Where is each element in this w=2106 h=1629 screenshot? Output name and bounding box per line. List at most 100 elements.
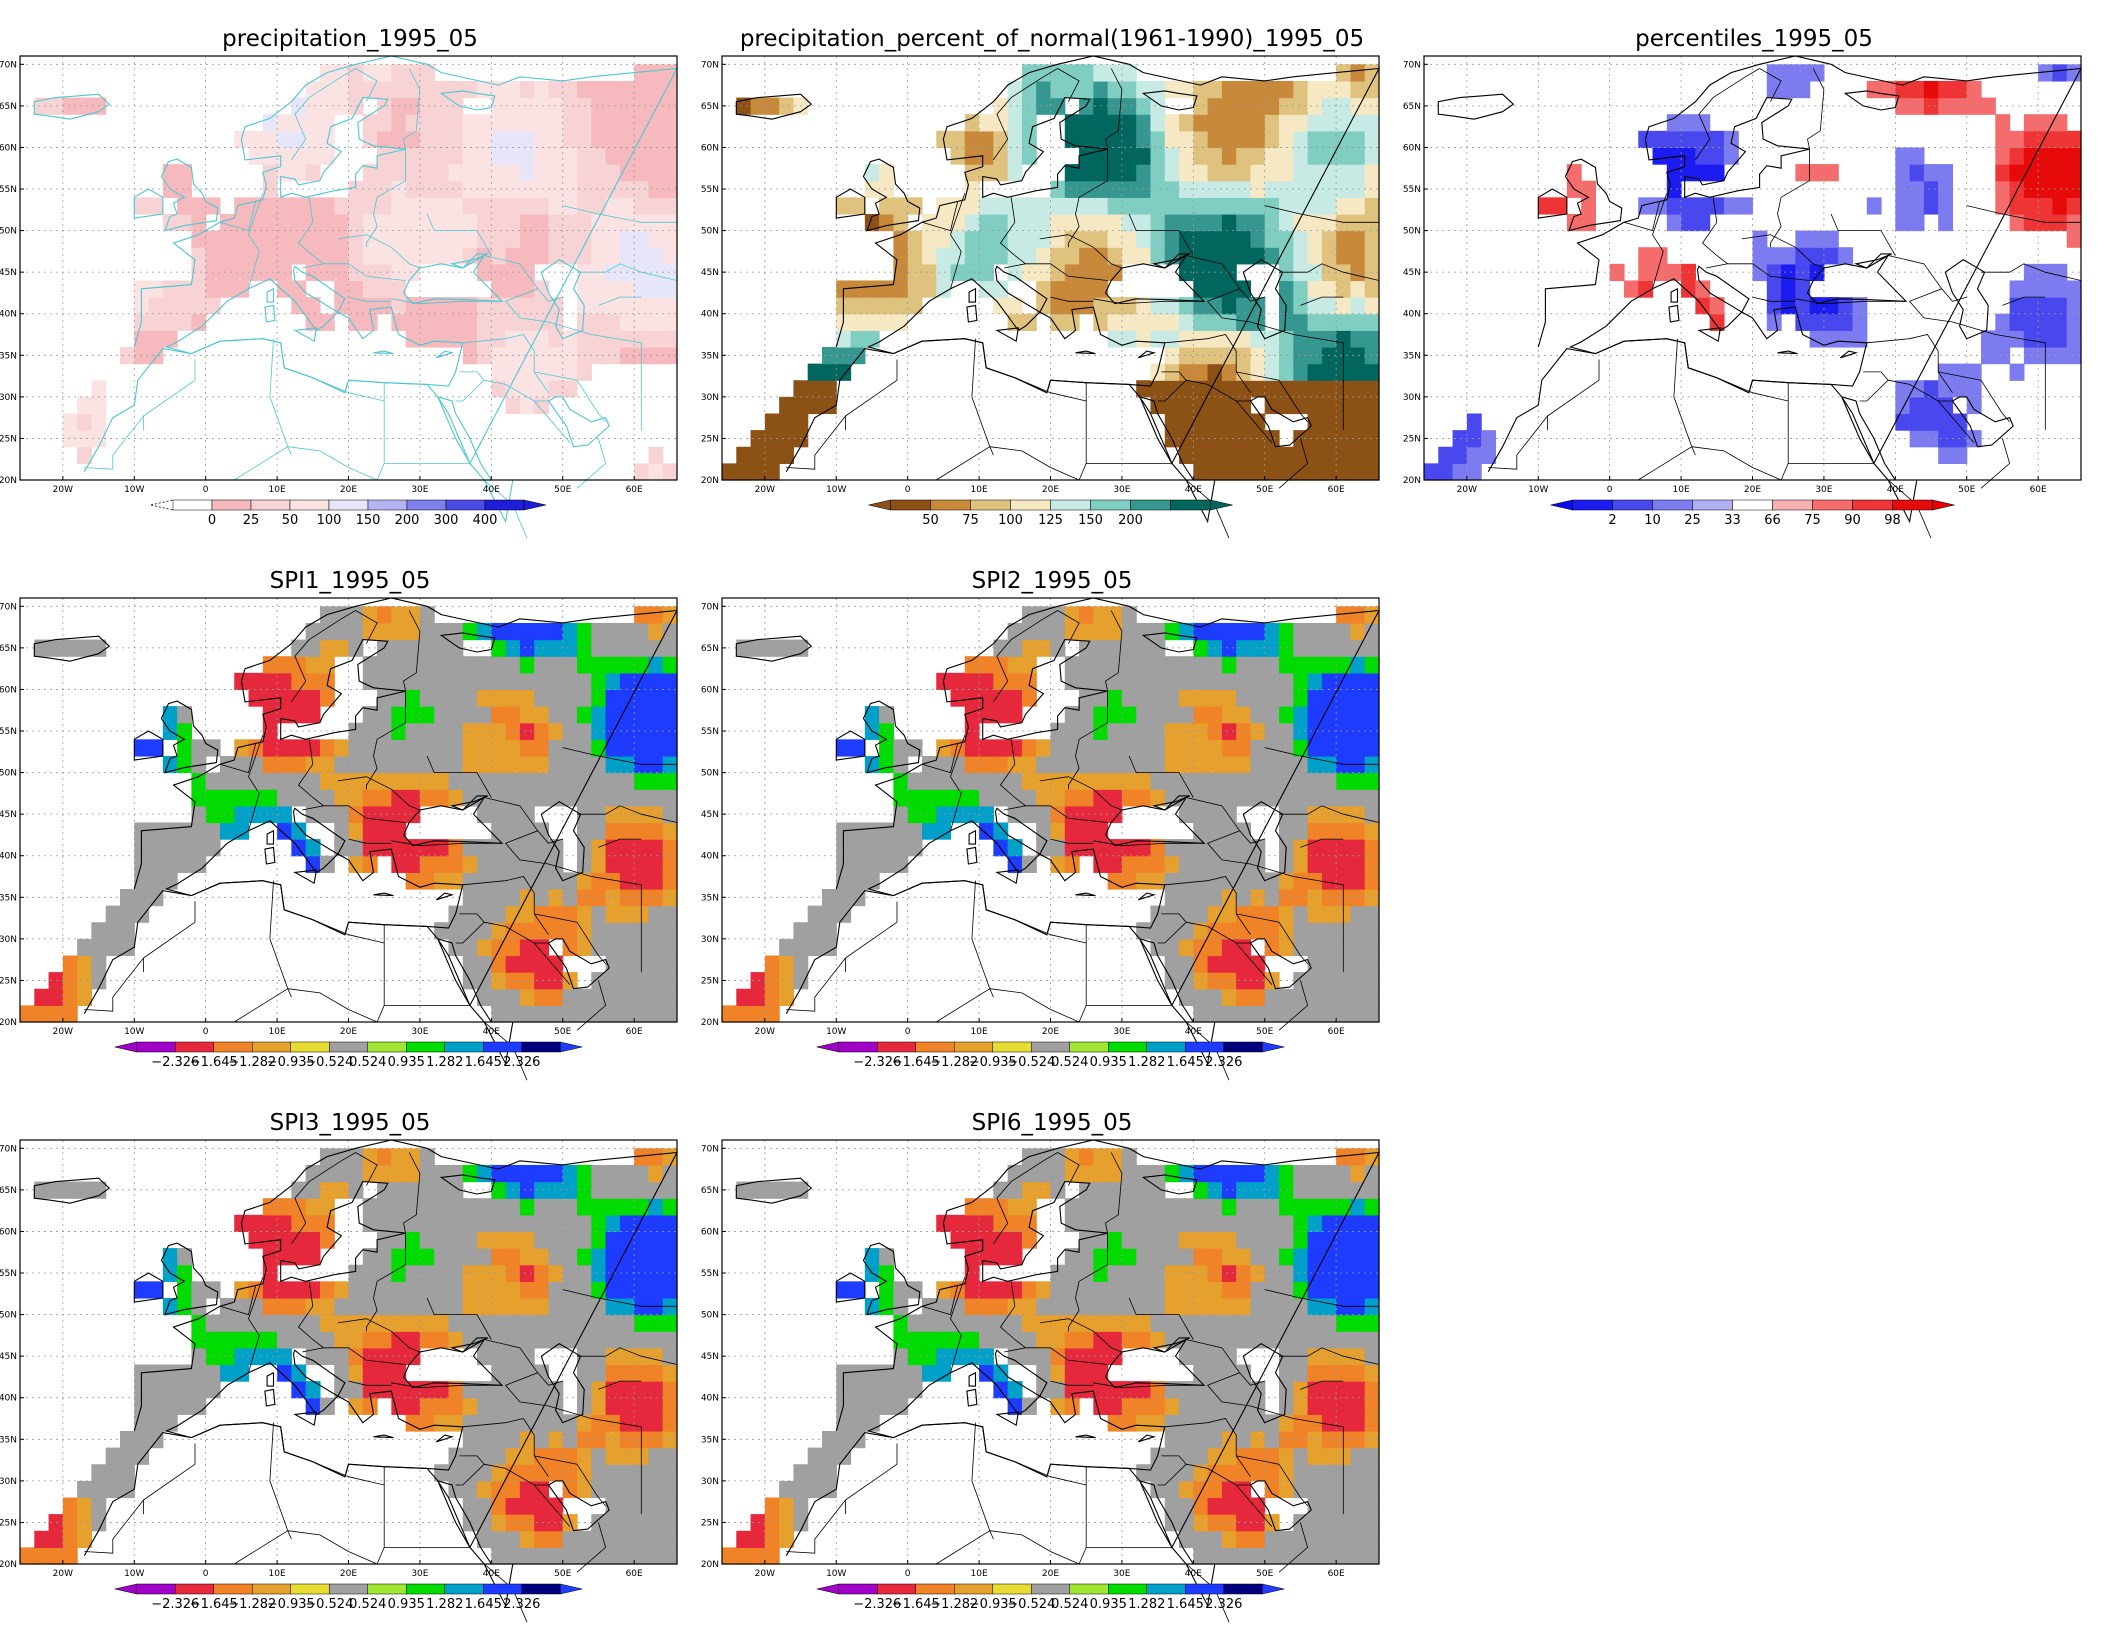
field-cell [1007, 263, 1023, 282]
field-cell [1221, 313, 1237, 331]
field-cell [1221, 855, 1237, 873]
field-cell [893, 1364, 909, 1382]
field-cell [662, 1497, 678, 1515]
field-cell [1193, 1430, 1209, 1449]
field-cell [1207, 839, 1223, 857]
field-cell [219, 1364, 235, 1382]
field-cell [1107, 97, 1123, 115]
field-cell [1136, 1464, 1152, 1482]
field-cell [119, 1464, 135, 1482]
field-cell [1995, 330, 2011, 348]
field-cell [936, 1331, 952, 1349]
field-cell [519, 263, 535, 282]
field-cell [1007, 1347, 1023, 1366]
field-cell [1293, 380, 1309, 398]
field-cell [1150, 1264, 1166, 1282]
sea-outline [1141, 1174, 1198, 1195]
field-cell [591, 988, 607, 1006]
field-cell [619, 80, 635, 99]
field-cell [1695, 213, 1711, 232]
field-cell [1995, 180, 2011, 198]
field-cell [634, 789, 650, 807]
field-cell [362, 1214, 378, 1233]
field-cell [605, 1414, 621, 1432]
border-line [1105, 68, 1123, 150]
field-cell [477, 1347, 492, 1366]
field-cell [248, 755, 264, 774]
field-cell [2023, 130, 2039, 149]
field-cell [1307, 380, 1323, 398]
field-cell [662, 1148, 678, 1166]
field-cell [1250, 330, 1266, 348]
border-line [1236, 913, 1308, 965]
field-cell [1050, 1331, 1066, 1349]
lon-tick-label: 10W [1528, 485, 1548, 495]
colorbar-swatch [328, 499, 369, 511]
field-cell [921, 1347, 937, 1366]
field-cell [391, 1164, 407, 1183]
border-line [383, 382, 470, 464]
field-cell [519, 1547, 535, 1565]
field-cell [62, 972, 78, 990]
field-cell [1207, 1480, 1223, 1499]
field-cell [605, 1231, 621, 1249]
field-cell [534, 213, 550, 232]
field-cell [434, 230, 450, 248]
field-cell [362, 1198, 378, 1216]
field-cell [648, 197, 664, 215]
field-cell [277, 197, 292, 215]
field-cell [305, 130, 321, 149]
field-cell [377, 1198, 392, 1216]
field-cell [1838, 313, 1854, 331]
field-cell [562, 905, 578, 923]
border-line [1250, 863, 1344, 973]
lat-tick-label: 20N [701, 1018, 719, 1028]
field-cell [1007, 297, 1023, 315]
field-cell [2066, 313, 2082, 331]
colorbar-label: −1.282 [228, 1055, 276, 1070]
field-cell [2052, 147, 2068, 165]
field-cell [1036, 1314, 1052, 1332]
field-cell [1107, 1381, 1123, 1399]
graticule [20, 598, 677, 1022]
field-cell [1179, 330, 1194, 348]
field-cell [1221, 247, 1237, 265]
field-cell [1364, 972, 1380, 990]
field-cell [1193, 247, 1209, 265]
field-cell [1293, 872, 1309, 890]
colorbar-swatch [1892, 499, 1933, 511]
field-cell [534, 164, 550, 182]
field-cell [577, 230, 592, 248]
field-cell [1193, 1331, 1209, 1349]
field-cell [1221, 805, 1237, 824]
field-cell [2038, 313, 2054, 331]
field-cell [491, 197, 507, 215]
border-line [376, 1233, 406, 1282]
field-cell [1164, 1497, 1180, 1515]
field-cell [1264, 346, 1280, 365]
field-cell [1823, 247, 1839, 265]
field-cell [1938, 363, 1954, 381]
field-cell [605, 1447, 621, 1465]
field-cell [548, 872, 564, 890]
field-cell [1150, 1198, 1166, 1216]
field-cell [548, 1414, 564, 1432]
field-cell [605, 114, 621, 132]
field-cell [534, 1497, 550, 1515]
field-cell [319, 789, 335, 807]
lon-tick-label: 20E [340, 485, 357, 495]
field-cell [619, 1497, 635, 1515]
field-cell [1364, 197, 1380, 215]
field-cell [1236, 639, 1252, 657]
field-cell [134, 1447, 150, 1465]
field-cell [305, 1397, 321, 1415]
field-cell [1193, 130, 1209, 149]
sea-outline [439, 632, 496, 653]
colorbar-label: 25 [243, 513, 260, 528]
colorbar-over-arrow [1210, 499, 1233, 511]
border-line [1161, 913, 1251, 944]
field-cell [534, 297, 550, 315]
field-cell [619, 922, 635, 940]
field-cell [1236, 363, 1252, 381]
field-cell [1064, 1164, 1080, 1183]
